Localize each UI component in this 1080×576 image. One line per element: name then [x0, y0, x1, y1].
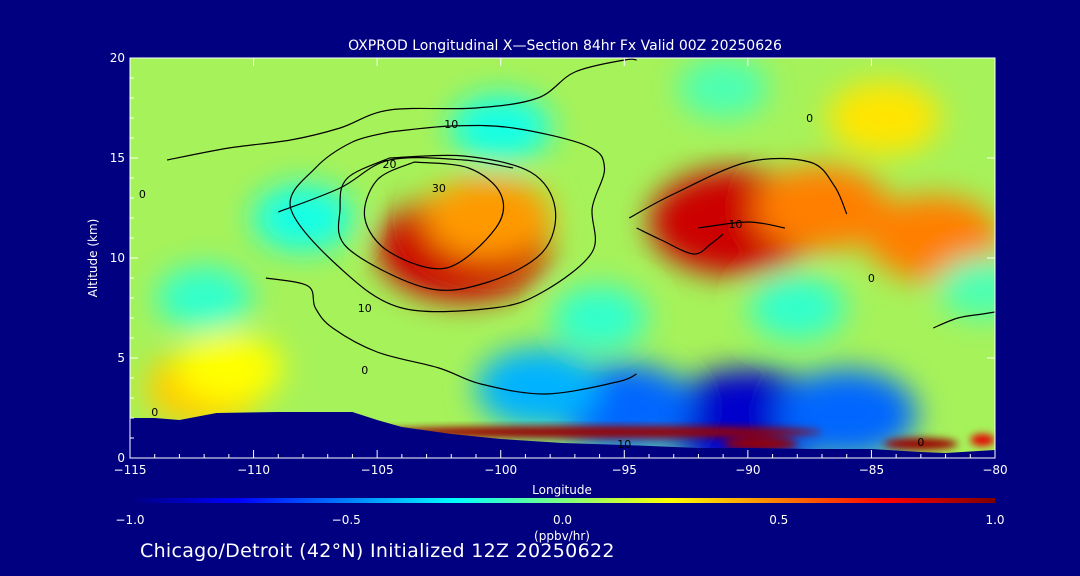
- x-tick-label: −115: [114, 463, 147, 477]
- field-blob: [827, 81, 941, 155]
- surface-heating: [364, 426, 995, 450]
- terrain-mask: [130, 412, 995, 458]
- contour-line: [265, 277, 637, 395]
- colorbar-label: (ppbv/hr): [534, 529, 590, 543]
- chart-title: OXPROD Longitudinal X—Section 84hr Fx Va…: [348, 38, 782, 54]
- field-blob: [749, 275, 846, 341]
- contour-label: 0: [139, 188, 146, 201]
- plot-area: 10 20 30 10 0 0 0 0 10 0 10 0: [130, 58, 995, 458]
- field-blob: [937, 257, 995, 319]
- field-blob: [475, 348, 600, 428]
- field-blob: [865, 195, 995, 281]
- contour-label: 10: [729, 218, 743, 231]
- colorbar-tick-label: 0.0: [553, 513, 572, 527]
- colorbar-tick-label: 1.0: [985, 513, 1004, 527]
- contour-line: [166, 58, 637, 161]
- contour-label: 30: [432, 182, 446, 195]
- footer-caption: Chicago/Detroit (42°N) Initialized 12Z 2…: [140, 540, 615, 562]
- colorbar-tick-label: −1.0: [115, 513, 144, 527]
- x-tick-label: −95: [612, 463, 637, 477]
- contour-label: 0: [151, 406, 158, 419]
- contour-lines: [166, 58, 995, 395]
- y-tick-label: 10: [110, 251, 125, 265]
- contour-line: [363, 161, 505, 270]
- surface-heating-band: [723, 438, 798, 450]
- field-blob: [449, 94, 552, 162]
- y-tick-label: 20: [110, 51, 125, 65]
- x-tick-label: −90: [735, 463, 760, 477]
- contour-label: 10: [617, 438, 631, 451]
- contour-label: 20: [383, 158, 397, 171]
- contour-line: [337, 154, 557, 291]
- x-tick-label: −110: [237, 463, 270, 477]
- y-axis: 0 5 10 15 20: [110, 51, 995, 465]
- contour-line: [698, 221, 785, 229]
- colorbar: [130, 498, 995, 503]
- colorbar-tick-label: 0.5: [769, 513, 788, 527]
- field-blob: [551, 285, 648, 351]
- x-tick-label: −80: [982, 463, 1007, 477]
- y-axis-label: Altitude (km): [86, 219, 100, 298]
- field-blob: [776, 369, 917, 458]
- y-tick-label: 5: [117, 351, 125, 365]
- field-blob: [677, 58, 769, 119]
- contour-line: [278, 157, 514, 213]
- field-blob: [155, 265, 253, 331]
- colorbar-ticks: −1.0 −0.5 0.0 0.5 1.0: [115, 513, 1004, 527]
- field-blob: [252, 184, 354, 252]
- x-tick-label: −100: [484, 463, 517, 477]
- x-tick-label: −85: [859, 463, 884, 477]
- contour-label: 0: [361, 364, 368, 377]
- x-tick-label: −105: [361, 463, 394, 477]
- contour-line: [628, 157, 848, 219]
- surface-heating-band: [364, 426, 822, 438]
- contour-label: 0: [806, 112, 813, 125]
- contour-labels: 10 20 30 10 0 0 0 0 10 0 10 0: [139, 112, 924, 451]
- contour-line: [289, 124, 606, 313]
- y-tick-label: 15: [110, 151, 125, 165]
- field-blob: [423, 176, 554, 260]
- contour-line: [636, 227, 724, 255]
- contour-line: [932, 311, 995, 329]
- colorbar-tick-label: −0.5: [332, 513, 361, 527]
- surface-heating-band: [883, 438, 958, 450]
- x-axis-label: Longitude: [532, 483, 592, 497]
- x-axis: −115 −110 −105 −100 −95 −90 −85 −80: [114, 58, 1008, 477]
- field-blob: [175, 332, 283, 404]
- contour-label: 10: [358, 302, 372, 315]
- y-tick-label: 0: [117, 451, 125, 465]
- field-blob: [754, 165, 890, 251]
- contour-label: 0: [868, 272, 875, 285]
- contour-label: 10: [444, 118, 458, 131]
- contour-label: 0: [917, 436, 924, 449]
- surface-heating-band: [970, 434, 995, 446]
